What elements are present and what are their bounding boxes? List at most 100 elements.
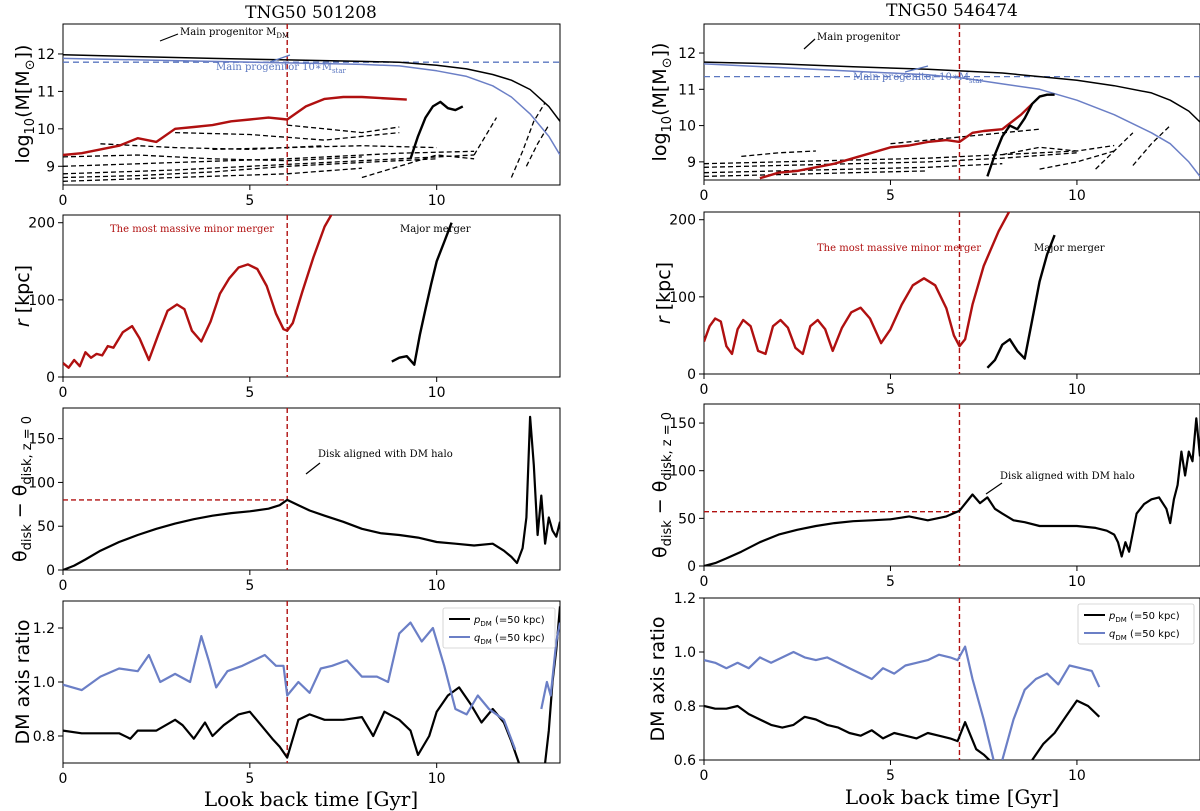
background-track [63,150,475,167]
series-most-massive-minor [63,215,333,369]
background-track [1095,132,1134,170]
y-tick-label: 12 [37,47,55,63]
x-tick-label: 0 [59,771,68,787]
series-main-progenitor-star [63,57,560,156]
y-tick-label: 0 [687,367,696,383]
background-track [63,154,475,175]
right-aligned-arrow [985,482,1003,495]
y-tick-label: 50 [678,511,696,527]
x-tick-label: 5 [886,768,895,784]
svg-text:pDM (=50 kpc): pDM (=50 kpc) [1108,611,1180,624]
y-tick-label: 0.8 [674,699,696,715]
background-track [100,143,325,151]
right-legend: pDM (=50 kpc) qDM (=50 kpc) [1077,603,1195,645]
left-mass-ylabel: log10(M[M⊙]) [12,45,38,164]
left-mass-panel: 9 10 11 12 0 5 10 log10(M[M⊙]) Main progenitor… [12,23,561,209]
y-tick-label: 100 [28,293,55,309]
y-tick-label: 1.2 [674,591,696,607]
right-xlabel: Look back time [Gyr] [845,785,1059,809]
background-track [704,150,1077,165]
x-tick-label: 10 [428,578,446,594]
y-tick-label: 12 [678,46,696,62]
y-tick-label: 0 [687,559,696,575]
y-tick-label: 11 [37,84,55,100]
svg-text:qDM (=50 kpc): qDM (=50 kpc) [1109,629,1180,642]
left-star-annotation: Main progenitor 10∗Mstar [216,62,347,75]
y-tick-label: 0.8 [33,729,55,745]
series-most-massive-minor [759,102,1034,180]
background-track [63,158,437,179]
x-tick-label: 5 [886,188,895,204]
right-r-panel: 0 100 200 0 5 10 r [kpc] The most massive min… [653,211,1200,398]
left-aligned-label: Disk aligned with DM halo [318,449,453,460]
series-pDM-tail [1031,699,1101,760]
y-tick-label: 0 [46,370,55,386]
x-tick-label: 0 [700,382,709,398]
right-aligned-label: Disk aligned with DM halo [1000,471,1135,482]
background-track [473,117,498,156]
right-r-ylabel: r [kpc] [653,262,675,324]
x-tick-label: 5 [245,193,254,209]
y-tick-label: 150 [669,416,696,432]
x-tick-label: 5 [886,382,895,398]
background-track [741,150,816,158]
svg-text:pDM (=50 kpc): pDM (=50 kpc) [473,615,545,628]
y-tick-label: 1.2 [33,621,55,637]
series-qDM-tail [1001,664,1101,760]
series-major-merger [986,93,1055,177]
x-tick-label: 10 [1068,382,1086,398]
x-tick-label: 5 [886,574,895,590]
left-r-panel: 0 100 200 0 5 10 r [kpc] The most massive min… [12,214,561,401]
right-minor-label: The most massive minor merger [817,243,981,254]
series-main-progenitor-dm [704,61,1200,123]
left-r-ylabel: r [kpc] [12,265,34,327]
series-major-merger [391,222,453,366]
series-qDM [704,645,995,760]
x-tick-label: 0 [700,574,709,590]
right-dm-annotation: Main progenitor [817,32,900,43]
right-star-arrow [904,65,929,73]
series-main-progenitor-dm [63,53,560,122]
left-major-label: Major merger [400,224,471,235]
y-tick-label: 0.6 [674,753,696,769]
background-track [704,170,928,178]
series-major-merger [409,100,464,160]
series-pDM [704,704,991,760]
x-tick-label: 5 [245,385,254,401]
x-tick-label: 10 [428,771,446,787]
left-dm-annotation: Main progenitor MDM [180,27,289,40]
background-track [287,124,400,134]
background-track [361,154,475,179]
right-axis-panel: 0.6 0.8 1.0 1.2 0 5 10 DM axis ratio pDM (=50 … [647,591,1200,784]
background-track [1002,144,1115,156]
right-major-label: Major merger [1034,243,1105,254]
left-minor-label: The most massive minor merger [110,224,274,235]
left-legend: pDM (=50 kpc) qDM (=50 kpc) [442,607,556,649]
y-tick-label: 200 [669,213,696,229]
right-axis-ylabel: DM axis ratio [647,617,669,742]
x-tick-label: 5 [245,771,254,787]
left-xlabel: Look back time [Gyr] [204,787,418,811]
y-tick-label: 50 [37,519,55,535]
left-axis-ylabel: DM axis ratio [12,620,34,745]
left-axis-panel: 0.8 1.0 1.2 0 5 10 DM axis ratio pDM (=50 kpc… [12,600,561,787]
series-theta [704,417,1200,566]
right-mass-panel: 9 10 11 12 0 5 10 log10(M[M⊙]) Main progenitor… [649,23,1200,204]
right-star-annotation: Main progenitor 10∗Mstar [853,72,984,85]
x-tick-label: 10 [1068,768,1086,784]
y-tick-label: 100 [669,464,696,480]
right-mass-ylabel: log10(M[M⊙]) [649,43,675,162]
y-tick-label: 200 [28,216,55,232]
series-most-massive-minor [63,95,407,157]
background-track [890,128,1040,145]
series-theta [63,415,560,570]
y-tick-label: 150 [28,432,55,448]
y-tick-label: 10 [678,119,696,135]
x-tick-label: 0 [59,578,68,594]
background-track [212,145,437,151]
background-track [1132,125,1171,166]
x-tick-label: 5 [245,578,254,594]
y-tick-label: 9 [46,159,55,175]
